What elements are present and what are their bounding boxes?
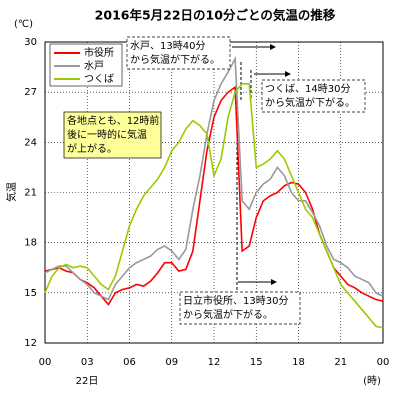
x-tick-label: 18 [292,357,305,368]
y-tick-label: 15 [24,288,37,299]
annotation-text: から気温が下がる。 [130,53,220,66]
x-tick-label: 00 [39,357,52,368]
x-tick-label: 09 [165,357,178,368]
x-sub-label: 22日 [76,376,99,387]
x-tick-label: 00 [377,357,390,368]
y-unit: (℃) [14,19,33,30]
chart-title: 2016年5月22日の10分ごとの気温の推移 [95,8,336,23]
annotation-box [126,36,231,70]
series-line [44,83,384,329]
annotation-text: から気温が下がる。 [265,96,355,109]
y-tick-label: 12 [24,338,37,349]
annotation-box [63,111,162,159]
annotation-text: 各地点とも、12時前 [67,114,159,127]
annotation-text: 後に一時的に気温 [67,128,147,141]
legend-label: つくば [84,73,114,85]
legend-label: 市役所 [84,46,114,59]
x-tick-label: 21 [334,357,347,368]
legend-label: 水戸 [84,60,104,72]
y-tick-label: 18 [24,238,37,249]
x-tick-label: 06 [123,357,136,368]
annotation-text: つくば、14時30分 [265,83,350,95]
x-tick-label: 03 [81,357,94,368]
annotation-text: 日立市役所、13時30分 [183,294,288,307]
x-tick-label: 15 [250,357,263,368]
y-tick-label: 27 [24,87,37,98]
annotation-box [261,79,366,113]
y-tick-label: 30 [24,37,37,48]
y-tick-label: 24 [24,137,37,148]
annotation-text: 水戸、13時40分 [130,40,205,52]
x-unit: (時) [363,375,381,387]
y-tick-label: 21 [24,188,37,199]
series-line [44,55,384,301]
annotation-box [179,291,301,325]
x-tick-label: 12 [208,357,221,368]
y-axis-label: 気温 [5,182,18,202]
annotation-text: が上がる。 [67,142,117,155]
annotation-text: から気温が下がる。 [183,308,273,321]
